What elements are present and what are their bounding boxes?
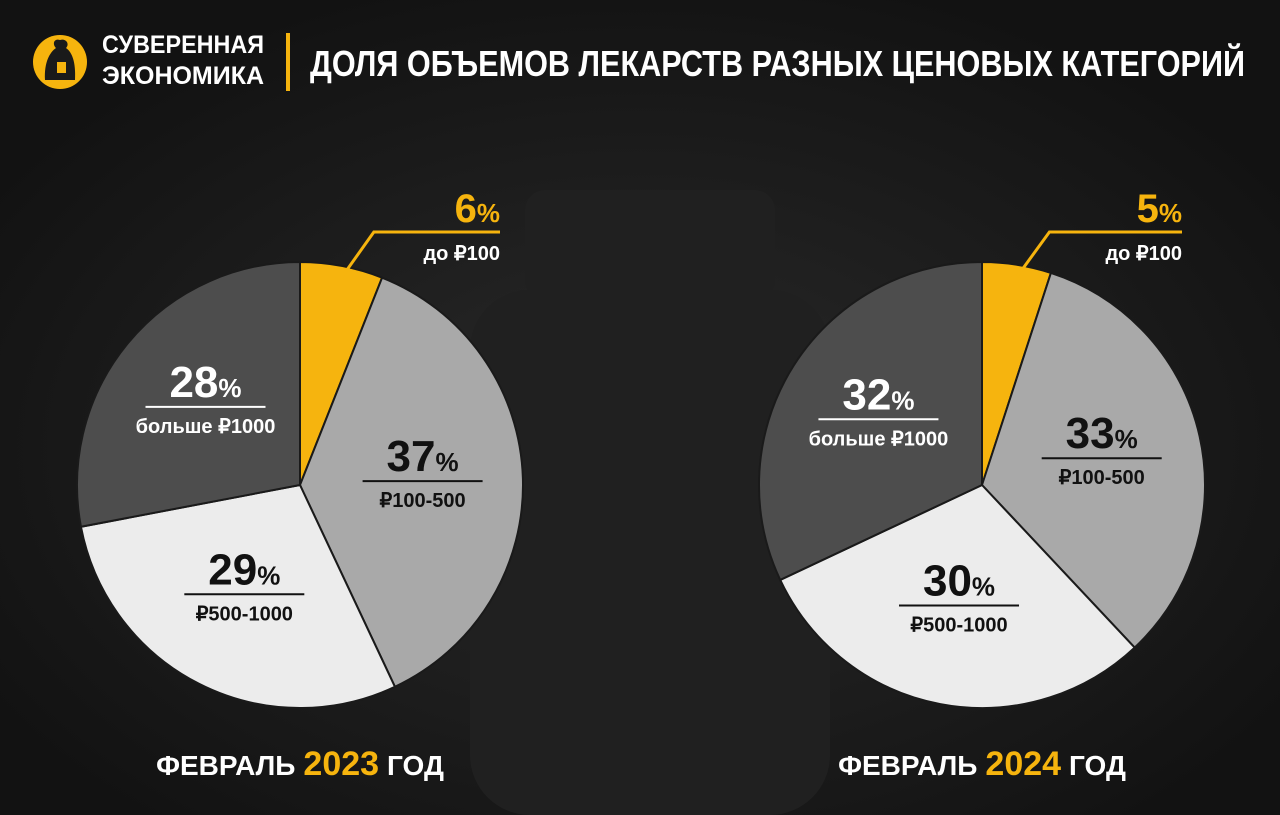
- pie-slice: [778, 483, 1137, 709]
- value-label: 29%: [208, 545, 280, 594]
- category-label: больше ₽1000: [809, 428, 949, 450]
- category-label: до ₽100: [423, 243, 500, 265]
- brand-line: ЭКОНОМИКА: [102, 62, 264, 90]
- category-label: ₽100-500: [1059, 467, 1145, 489]
- category-label: до ₽100: [1105, 243, 1182, 265]
- chart-title-part: ГОД: [1069, 750, 1126, 781]
- leader-dot: [333, 276, 344, 287]
- pie-slice: [298, 276, 524, 689]
- value-label: 33%: [1066, 409, 1138, 458]
- value-label: 6%: [455, 187, 500, 231]
- pie-slice: [79, 483, 397, 709]
- chart-title: ФЕВРАЛЬ 2023 ГОД: [156, 745, 444, 783]
- divider: [286, 33, 290, 91]
- pie-slice: [980, 271, 1206, 649]
- chart-title: ФЕВРАЛЬ 2024 ГОД: [838, 745, 1126, 783]
- value-label: 30%: [923, 556, 995, 605]
- category-label: ₽500-1000: [910, 614, 1007, 636]
- leader-line: [337, 230, 500, 283]
- page-title: ДОЛЯ ОБЪЕМОВ ЛЕКАРСТВ РАЗНЫХ ЦЕНОВЫХ КАТ…: [310, 42, 1245, 84]
- value-label: 37%: [387, 432, 459, 481]
- value-label: 5%: [1137, 187, 1182, 231]
- chart-title-part: 2023: [303, 745, 379, 783]
- leader-dot: [1009, 275, 1020, 286]
- pie-slice: [758, 260, 983, 582]
- chart-title-part: ФЕВРАЛЬ: [838, 750, 977, 781]
- category-label: больше ₽1000: [136, 416, 276, 438]
- category-label: ₽500-1000: [196, 603, 293, 625]
- chart-title-part: ФЕВРАЛЬ: [156, 750, 295, 781]
- category-label: ₽100-500: [380, 490, 466, 512]
- pie-slice: [76, 260, 301, 528]
- chart-title-part: ГОД: [387, 750, 444, 781]
- logo: [33, 35, 87, 89]
- value-label: 28%: [169, 358, 241, 407]
- brand-line: СУВЕРЕННАЯ: [102, 31, 264, 59]
- value-label: 32%: [842, 370, 914, 419]
- leader-line: [1013, 230, 1182, 282]
- chart-title-part: 2024: [985, 745, 1061, 783]
- bottle-silhouette: [470, 190, 830, 815]
